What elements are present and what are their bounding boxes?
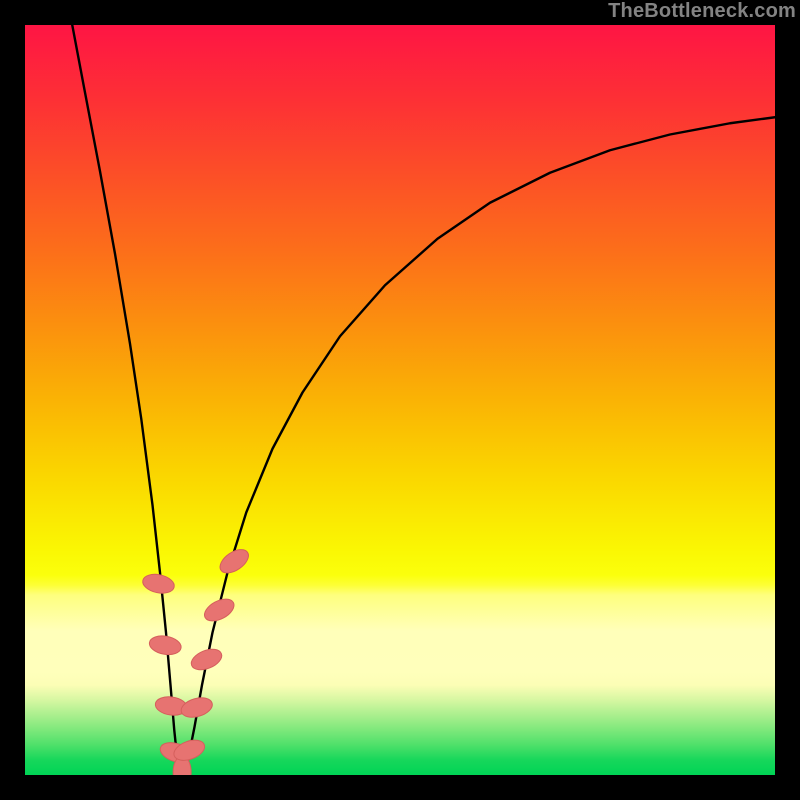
frame-bottom	[0, 775, 800, 800]
frame-left	[0, 0, 25, 800]
watermark-text: TheBottleneck.com	[608, 0, 796, 23]
chart-svg	[25, 25, 775, 775]
frame-right	[775, 0, 800, 800]
plot-area	[25, 25, 775, 775]
